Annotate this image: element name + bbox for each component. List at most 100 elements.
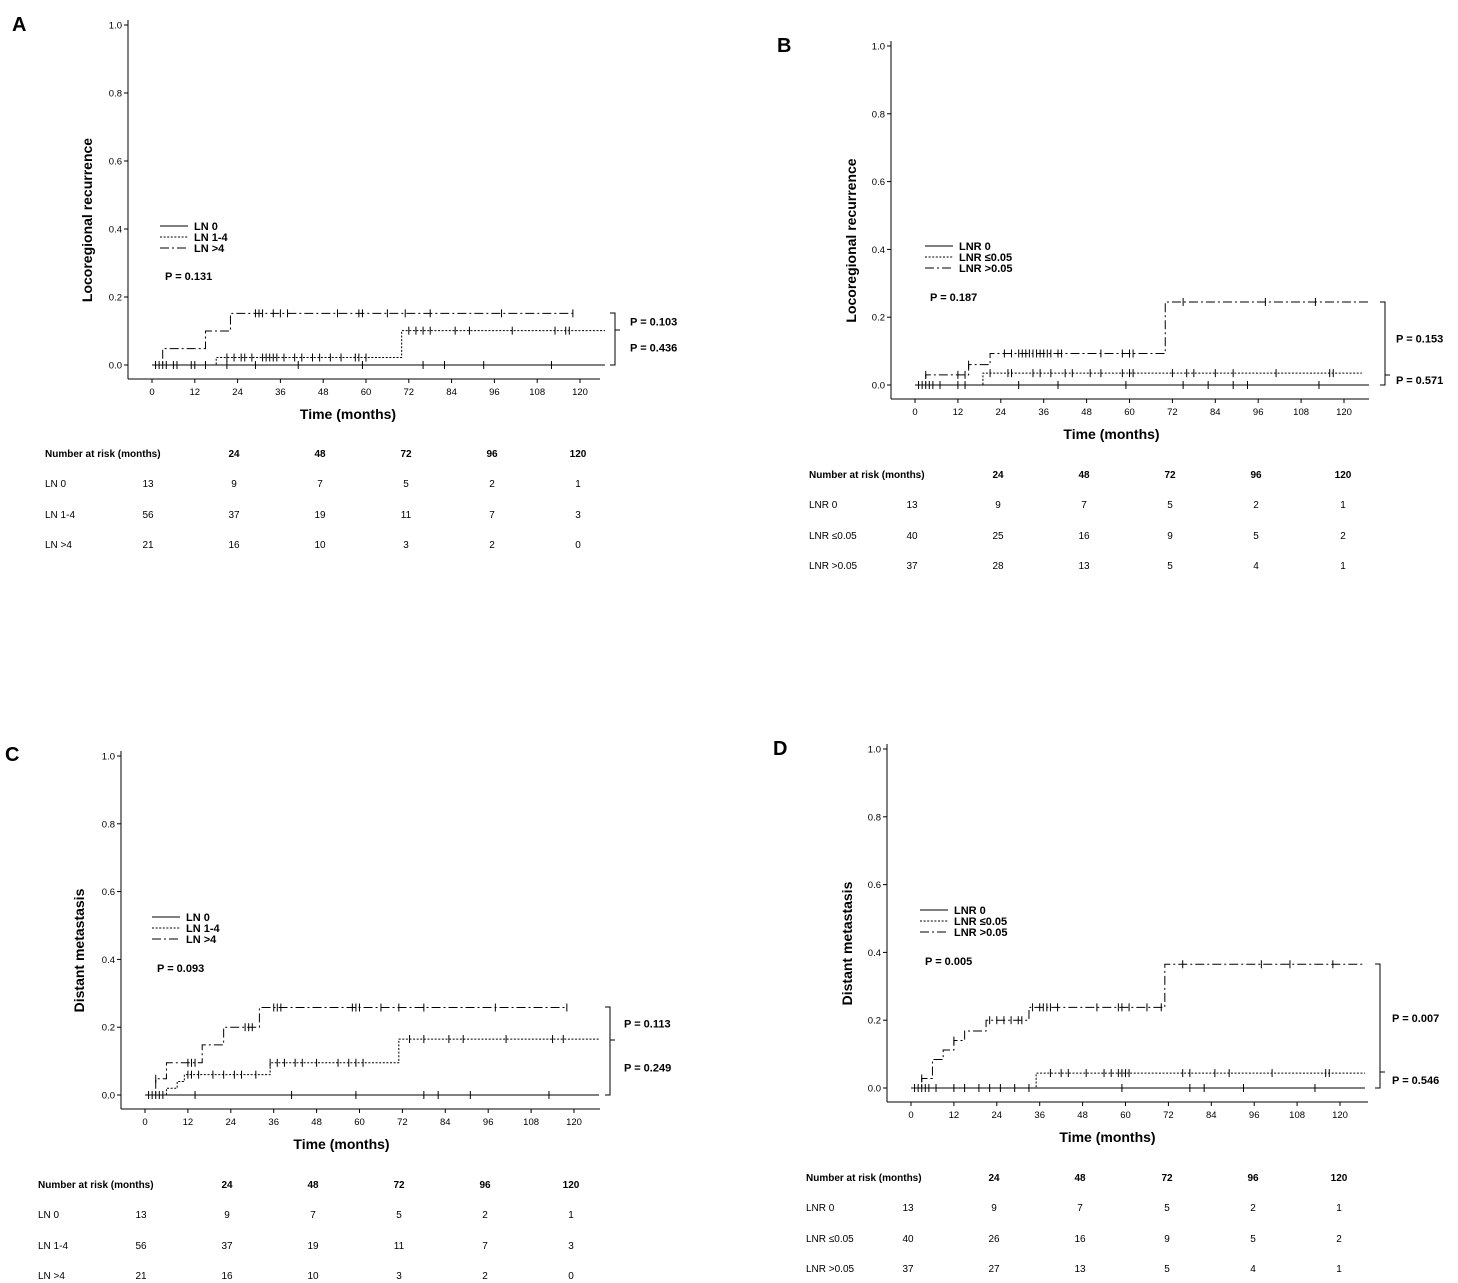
- risk-row-label: LN >4: [45, 540, 72, 551]
- risk-table-title: Number at risk (months): [806, 1173, 922, 1184]
- risk-row-label: LNR >0.05: [806, 1264, 855, 1275]
- x-tick-label: 48: [1081, 407, 1092, 418]
- x-tick-label: 108: [529, 387, 545, 398]
- y-tick-label: 0.6: [109, 157, 122, 168]
- panel-a: A0.00.20.40.60.81.00 12 24 36 48 60 72 84 96 108 1…: [12, 14, 677, 551]
- risk-count: 9: [1164, 1234, 1170, 1245]
- x-tick-label: 24: [992, 1110, 1003, 1121]
- risk-count: 37: [906, 561, 918, 572]
- x-tick-label: 24: [232, 387, 243, 398]
- x-tick-label: 96: [489, 387, 500, 398]
- risk-table-title: Number at risk (months): [45, 449, 161, 460]
- risk-count: 7: [1081, 500, 1087, 511]
- risk-count: 2: [489, 540, 495, 551]
- x-tick-label: 72: [404, 387, 415, 398]
- x-tick-label: 72: [1167, 407, 1178, 418]
- x-tick-label: 120: [1332, 1110, 1348, 1121]
- panel-c: C0.00.20.40.60.81.00 12 24 36 48 60 72 84 96 108 1…: [5, 744, 671, 1282]
- risk-count: 1: [1340, 561, 1346, 572]
- y-tick-label: 0.2: [872, 313, 885, 324]
- risk-count: 19: [314, 510, 326, 521]
- risk-count: 0: [568, 1271, 574, 1282]
- risk-count: 16: [1074, 1234, 1086, 1245]
- y-tick-label: 0.8: [109, 89, 122, 100]
- x-tick-label: 108: [523, 1117, 539, 1128]
- risk-count: 21: [135, 1271, 147, 1282]
- risk-table-title: Number at risk (months): [38, 1180, 154, 1191]
- risk-row-label: LNR ≤0.05: [809, 531, 857, 542]
- x-tick-label: 84: [440, 1117, 451, 1128]
- y-tick-label: 0.2: [102, 1023, 115, 1034]
- risk-count: 40: [906, 531, 918, 542]
- risk-table-title: Number at risk (months): [809, 470, 925, 481]
- y-tick-label: 0.2: [868, 1016, 881, 1027]
- x-tick-label: 24: [226, 1117, 237, 1128]
- risk-table-header: 24: [992, 470, 1004, 481]
- x-tick-label: 96: [483, 1117, 494, 1128]
- risk-count: 16: [1078, 531, 1090, 542]
- risk-count: 2: [1253, 500, 1259, 511]
- risk-count: 9: [1167, 531, 1173, 542]
- x-tick-label: 84: [1210, 407, 1221, 418]
- x-tick-label: 96: [1253, 407, 1264, 418]
- risk-row-label: LN 1-4: [45, 510, 75, 521]
- series-line-3: [911, 963, 1366, 1089]
- risk-table-header: 24: [988, 1173, 1000, 1184]
- risk-count: 5: [1167, 500, 1173, 511]
- series-line-2: [152, 330, 605, 366]
- risk-count: 1: [568, 1210, 574, 1221]
- risk-table-header: 120: [563, 1180, 580, 1191]
- risk-count: 13: [135, 1210, 147, 1221]
- risk-table-header: 24: [228, 449, 240, 460]
- risk-count: 5: [1253, 531, 1259, 542]
- y-tick-label: 1.0: [102, 752, 115, 763]
- y-axis-title: Distant metastasis: [839, 881, 855, 1005]
- y-tick-label: 0.0: [872, 381, 885, 392]
- y-tick-label: 0.6: [868, 880, 881, 891]
- pairwise-p-value: P = 0.153: [1396, 334, 1443, 346]
- x-axis-title: Time (months): [1059, 1129, 1155, 1145]
- risk-count: 3: [403, 540, 409, 551]
- risk-table-header: 96: [486, 449, 498, 460]
- risk-table-header: 48: [314, 449, 326, 460]
- risk-count: 2: [482, 1210, 488, 1221]
- legend-label: LNR ≤0.05: [959, 252, 1012, 264]
- risk-count: 7: [1077, 1203, 1083, 1214]
- risk-count: 11: [401, 510, 412, 521]
- x-tick-label: 120: [1336, 407, 1352, 418]
- risk-count: 1: [1336, 1203, 1342, 1214]
- legend-label: LN 1-4: [186, 923, 221, 935]
- risk-count: 37: [228, 510, 240, 521]
- y-tick-label: 0.4: [872, 245, 885, 256]
- risk-count: 5: [1164, 1203, 1170, 1214]
- series-line-3: [152, 312, 573, 366]
- risk-count: 21: [142, 540, 154, 551]
- x-tick-label: 96: [1249, 1110, 1260, 1121]
- legend-label: LNR >0.05: [959, 263, 1013, 275]
- risk-count: 2: [1250, 1203, 1256, 1214]
- x-tick-label: 24: [996, 407, 1007, 418]
- risk-count: 7: [482, 1241, 488, 1252]
- y-tick-label: 0.8: [868, 812, 881, 823]
- x-tick-label: 72: [397, 1117, 408, 1128]
- risk-row-label: LN 1-4: [38, 1241, 68, 1252]
- panel-letter: B: [777, 35, 791, 57]
- y-tick-label: 0.8: [872, 109, 885, 120]
- overall-p-value: P = 0.005: [925, 956, 972, 968]
- series-line-2: [145, 1038, 600, 1096]
- pairwise-p-value: P = 0.436: [630, 343, 677, 355]
- x-tick-label: 108: [1289, 1110, 1305, 1121]
- risk-count: 5: [1167, 561, 1173, 572]
- panel-d: D0.00.20.40.60.81.00 12 24 36 48 60 72 84 96 108 1…: [773, 738, 1439, 1275]
- legend-label: LN >4: [186, 934, 217, 946]
- x-tick-label: 12: [190, 387, 201, 398]
- risk-count: 28: [992, 561, 1004, 572]
- risk-count: 16: [221, 1271, 233, 1282]
- risk-count: 9: [231, 479, 237, 490]
- risk-row-label: LNR ≤0.05: [806, 1234, 854, 1245]
- risk-count: 13: [1074, 1264, 1086, 1275]
- x-tick-label: 48: [318, 387, 329, 398]
- risk-row-label: LNR >0.05: [809, 561, 858, 572]
- p-bracket: [1375, 963, 1385, 1089]
- legend-label: LN >4: [194, 243, 225, 255]
